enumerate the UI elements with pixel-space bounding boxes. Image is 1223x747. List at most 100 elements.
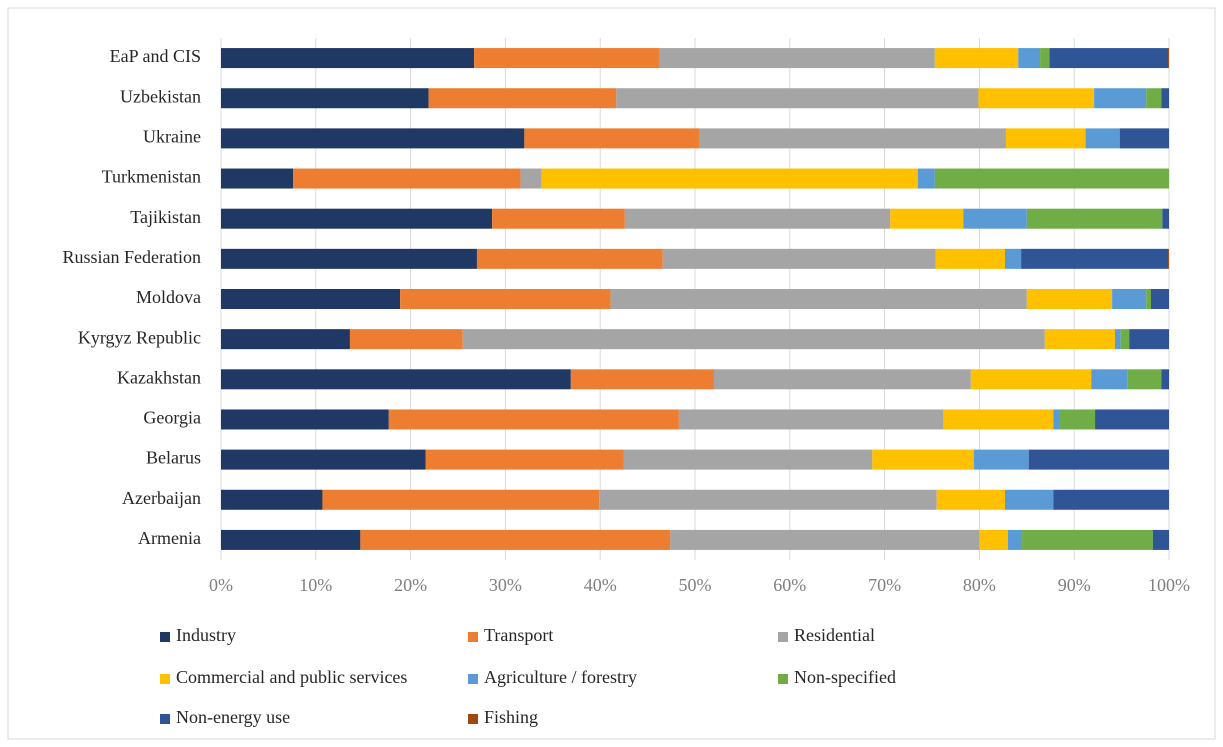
x-tick-label: 50% (679, 575, 712, 595)
bar-segment (1021, 248, 1169, 269)
bar-segment (1004, 489, 1054, 510)
bar-segment (935, 248, 1005, 269)
bar-segment (293, 168, 521, 189)
y-tick-label: Georgia (143, 408, 201, 428)
bar-segment (1022, 529, 1153, 550)
bar-segment (1120, 329, 1130, 350)
bar-segment (388, 409, 679, 430)
bar-segment (678, 409, 944, 430)
bar-segment (425, 449, 624, 470)
bar-segment (1005, 128, 1086, 149)
y-tick-label: Uzbekistan (120, 86, 201, 106)
bar-segment (221, 88, 429, 109)
bar-segment (462, 329, 1045, 350)
bar-segment (570, 369, 714, 390)
bar-segment (624, 208, 891, 229)
bar-segment (322, 489, 600, 510)
legend-swatch (160, 632, 170, 642)
bar-segment (934, 48, 1019, 69)
bar-segment (1127, 369, 1162, 390)
x-tick-label: 40% (584, 575, 617, 595)
bar-segment (979, 529, 1008, 550)
bar-segment (221, 489, 323, 510)
bar-segment (1028, 449, 1169, 470)
legend-label: Agriculture / forestry (484, 667, 637, 687)
x-tick-label: 30% (489, 575, 522, 595)
bar-segment (890, 208, 964, 229)
bar-segment (476, 248, 663, 269)
x-tick-label: 10% (299, 575, 332, 595)
bar-segment (1053, 409, 1060, 430)
bar-segment (1152, 529, 1169, 550)
bar-segment (713, 369, 971, 390)
bar-segment (1094, 88, 1147, 109)
bar-segment (474, 48, 659, 69)
y-tick-label: Kyrgyz Republic (78, 327, 201, 347)
x-tick-label: 80% (963, 575, 996, 595)
legend-swatch (160, 674, 170, 684)
bar-segment (221, 369, 571, 390)
legend-swatch (468, 632, 478, 642)
x-tick-label: 60% (773, 575, 806, 595)
bar-segment (943, 409, 1054, 430)
legend-swatch (160, 714, 170, 724)
bar-segment (1004, 248, 1022, 269)
y-tick-label: EaP and CIS (110, 46, 201, 66)
bar-segment (221, 168, 294, 189)
bar-segment (1168, 248, 1169, 269)
bar-segment (541, 168, 918, 189)
legend-label: Transport (484, 625, 553, 645)
bar-segment (1114, 329, 1121, 350)
bar-segment (1049, 48, 1169, 69)
y-tick-label: Ukraine (143, 127, 201, 147)
bar-segment (1026, 208, 1163, 229)
bar-segment (1146, 289, 1151, 309)
bar-segment (221, 48, 475, 69)
bar-segment (662, 248, 936, 269)
y-tick-label: Moldova (136, 287, 201, 307)
bar-segment (520, 168, 542, 189)
bar-segment (599, 489, 937, 510)
legend-label: Residential (794, 625, 875, 645)
bar-segment (970, 369, 1092, 390)
bar-segment (1161, 369, 1169, 390)
bar-segment (670, 529, 980, 550)
x-tick-label: 0% (209, 575, 233, 595)
bar-segment (872, 449, 974, 470)
bar-segment (349, 329, 463, 350)
y-tick-label: Belarus (146, 448, 201, 468)
bar-segment (524, 128, 700, 149)
bar-segment (1112, 289, 1147, 309)
bar-segment (428, 88, 617, 109)
bar-segment (1026, 289, 1113, 309)
bar-segment (963, 208, 1027, 229)
legend-swatch (468, 674, 478, 684)
bar-segment (221, 529, 361, 550)
y-tick-label: Azerbaijan (122, 488, 201, 508)
bar-segment (400, 289, 611, 309)
bar-segment (1146, 88, 1162, 109)
bar-segment (1044, 329, 1115, 350)
bar-segment (1150, 289, 1169, 309)
bar-segment (1129, 329, 1169, 350)
bar-segment (1018, 48, 1041, 69)
x-tick-label: 100% (1148, 575, 1190, 595)
x-tick-label: 70% (868, 575, 901, 595)
bar-segment (1095, 409, 1169, 430)
bar-segment (221, 449, 426, 470)
y-tick-label: Tajikistan (130, 207, 201, 227)
bar-segment (360, 529, 671, 550)
bar-segment (1053, 489, 1169, 510)
bar-segment (1091, 369, 1128, 390)
bar-segment (221, 289, 401, 309)
bar-segment (1168, 48, 1169, 69)
y-tick-label: Armenia (138, 528, 201, 548)
x-tick-label: 20% (394, 575, 427, 595)
bar-segment (973, 449, 1029, 470)
bar-segment (492, 208, 625, 229)
legend-swatch (778, 674, 788, 684)
bar-segment (978, 88, 1095, 109)
bar-segment (1085, 128, 1120, 149)
bar-segment (616, 88, 979, 109)
